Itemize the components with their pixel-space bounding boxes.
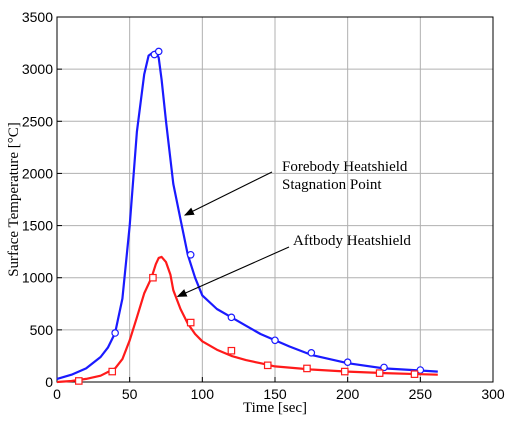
- y-tick-label: 0: [45, 374, 53, 390]
- data-point: [227, 346, 236, 355]
- data-point: [186, 318, 195, 327]
- data-point: [375, 369, 384, 377]
- x-tick-label: 250: [409, 386, 433, 402]
- series-line: [56, 255, 438, 384]
- y-tick-label: 2500: [22, 113, 53, 129]
- y-tick-label: 3500: [22, 9, 53, 25]
- annotation-2: Aftbody Heatshield: [176, 233, 411, 297]
- x-tick-label: 100: [191, 386, 215, 402]
- data-point: [343, 358, 352, 366]
- data-point: [303, 364, 311, 373]
- data-point: [186, 250, 195, 259]
- data-point: [227, 313, 236, 322]
- annotation-layer: Forebody Heatshield Stagnation Point Aftbo…: [176, 159, 411, 297]
- x-tick-label: 50: [122, 386, 138, 402]
- data-point: [149, 273, 157, 282]
- grid: [56, 16, 494, 383]
- x-tick-label: 0: [53, 386, 61, 402]
- y-tick-label: 1000: [22, 270, 53, 286]
- series-layer: [56, 47, 438, 385]
- x-tick-label: 300: [481, 386, 505, 402]
- data-point: [74, 377, 83, 385]
- data-point: [111, 329, 119, 337]
- data-point: [263, 361, 272, 370]
- series-line: [56, 50, 438, 380]
- annotation-text: Aftbody Heatshield: [293, 233, 411, 249]
- annotation-text: Stagnation Point: [282, 177, 382, 193]
- y-axis-label: Surface Temperature [°C]: [6, 122, 22, 277]
- series-1: [56, 47, 438, 380]
- y-tick-label: 1500: [22, 218, 53, 234]
- x-tick-label: 150: [263, 386, 287, 402]
- annotation-text: Forebody Heatshield: [282, 159, 408, 175]
- x-tick-label: 200: [336, 386, 360, 402]
- data-point: [340, 367, 349, 376]
- y-tick-label: 2000: [22, 165, 53, 181]
- annotation-1: Forebody Heatshield Stagnation Point: [183, 159, 408, 216]
- y-tick-label: 3000: [22, 61, 53, 77]
- data-point: [307, 348, 316, 357]
- axis-ticks: 0 50 100 150 200 250 3000500100015002000250030…: [22, 9, 505, 402]
- data-point: [154, 47, 163, 56]
- annotation-arrow: [176, 246, 290, 297]
- y-tick-label: 500: [30, 322, 54, 338]
- annotation-arrow: [183, 171, 273, 216]
- series-2: [56, 255, 438, 385]
- data-point: [380, 363, 388, 372]
- data-point: [410, 370, 419, 378]
- data-point: [108, 367, 117, 376]
- data-point: [271, 336, 279, 345]
- x-axis-label: Time [sec]: [243, 400, 307, 416]
